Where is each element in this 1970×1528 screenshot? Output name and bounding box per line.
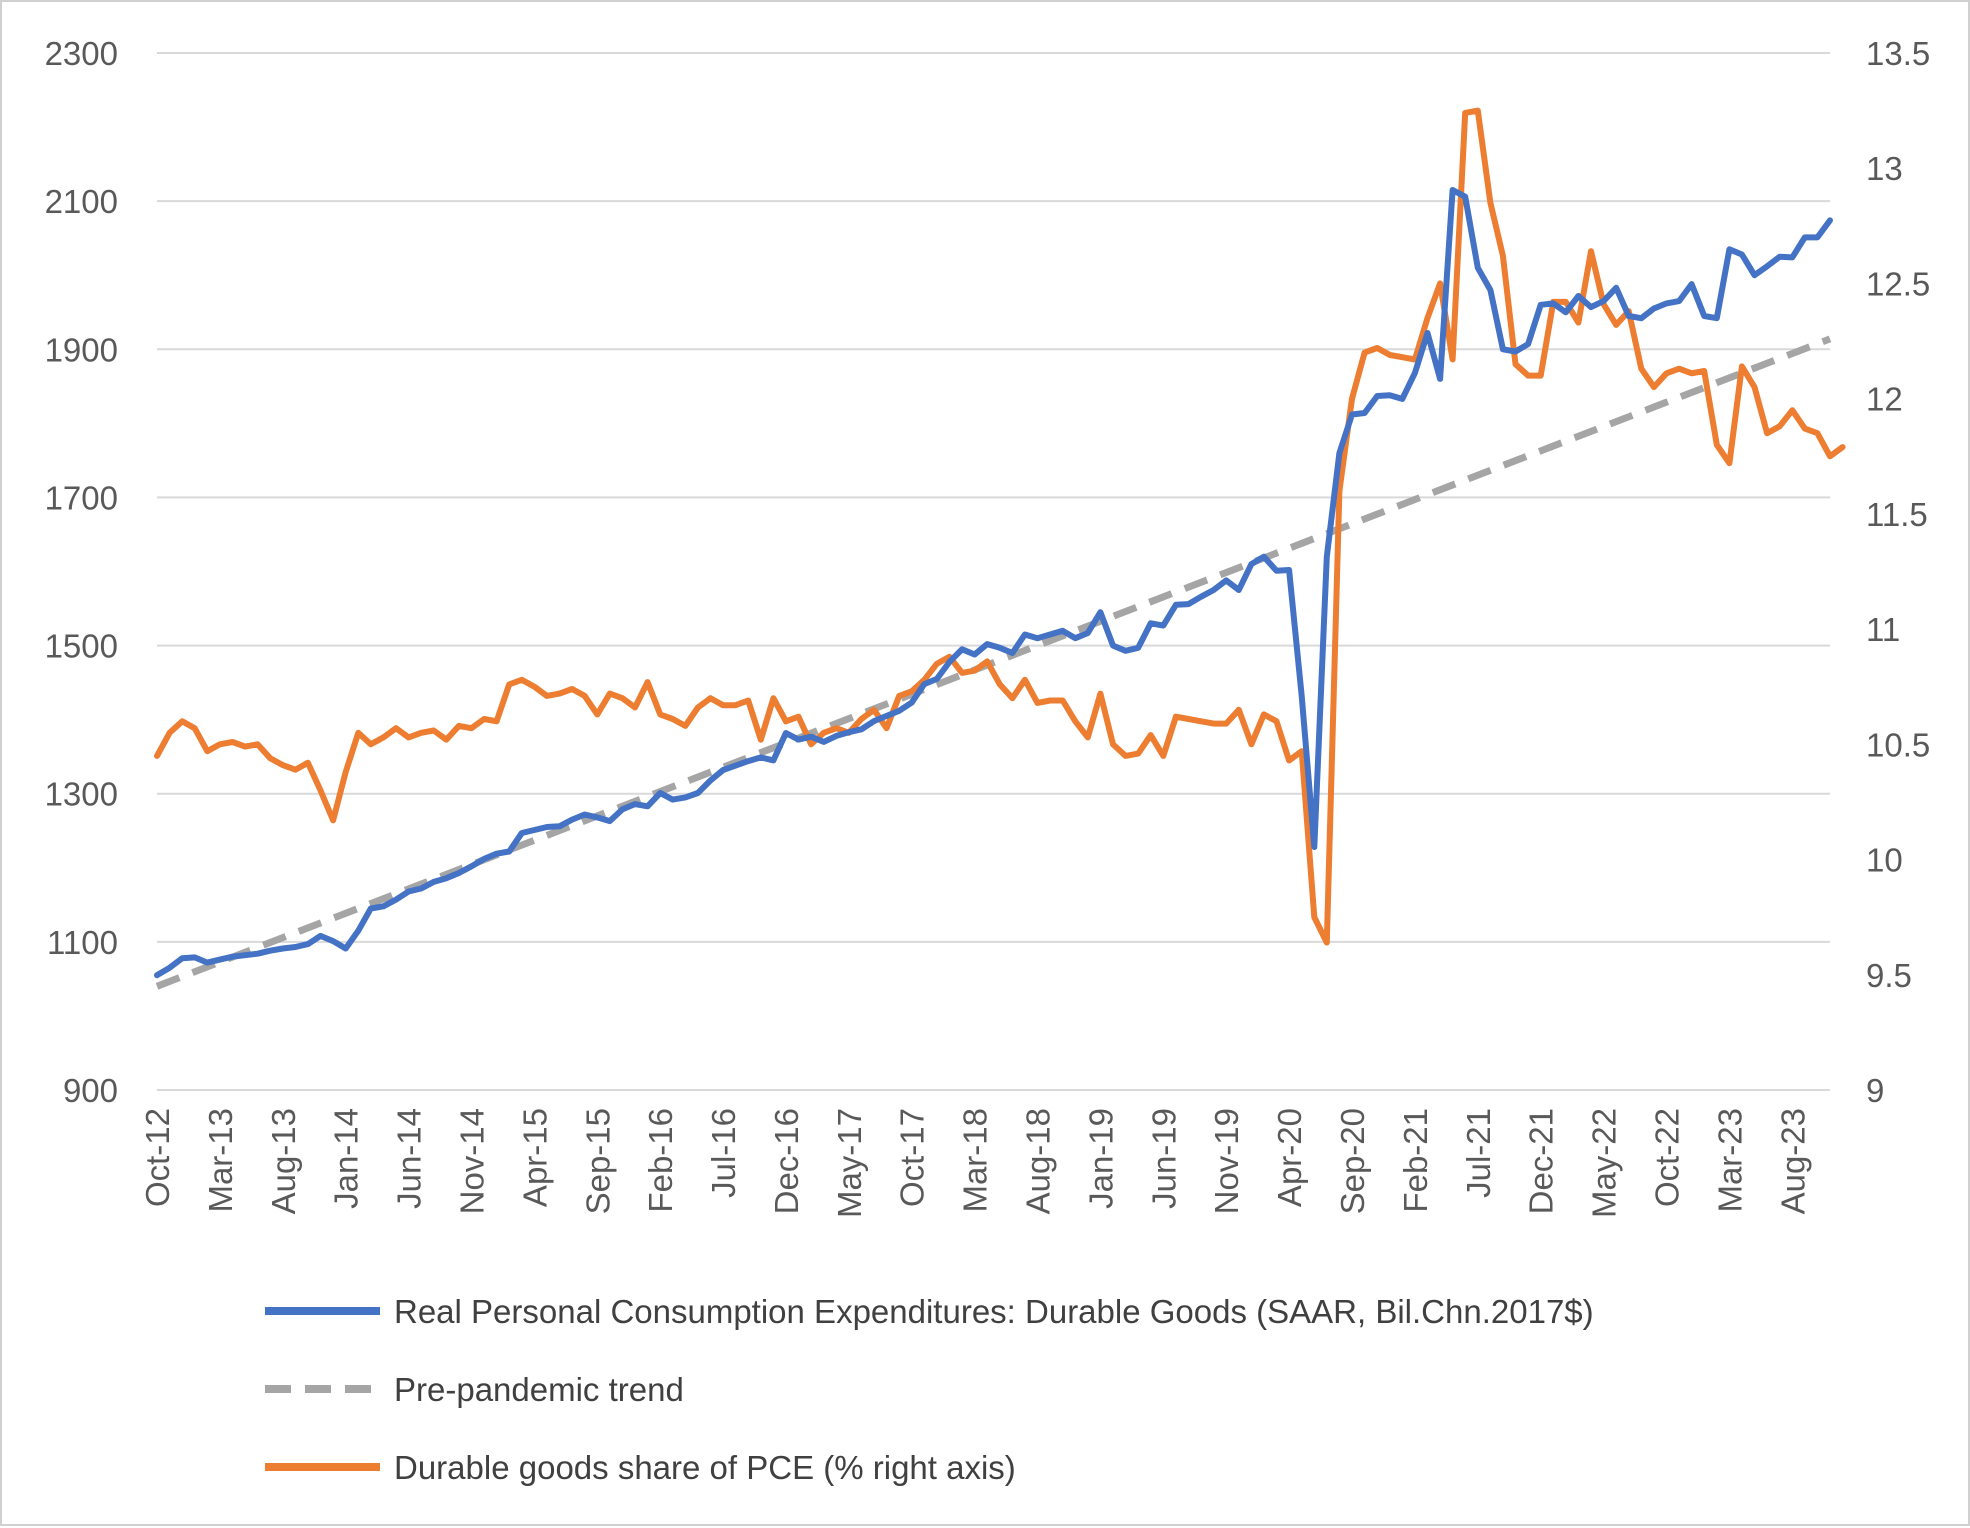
x-tick-label: Mar-18 xyxy=(957,1108,994,1213)
x-tick-label: Aug-18 xyxy=(1020,1108,1057,1214)
x-tick-label: Sep-20 xyxy=(1334,1108,1371,1214)
x-tick-label: Feb-16 xyxy=(642,1108,679,1213)
y2-tick-label: 9.5 xyxy=(1866,957,1912,994)
legend-item-durable-goods: Real Personal Consumption Expenditures: … xyxy=(265,1293,1594,1330)
x-tick-label: Jul-21 xyxy=(1460,1108,1497,1198)
x-tick-label: Jan-19 xyxy=(1082,1108,1119,1209)
x-tick-label: Aug-13 xyxy=(265,1108,302,1214)
x-tick-label: Feb-21 xyxy=(1397,1108,1434,1213)
y2-tick-label: 12 xyxy=(1866,381,1903,418)
x-tick-label: Apr-15 xyxy=(516,1108,553,1207)
series-line-durable-goods xyxy=(154,187,1833,979)
series-layer xyxy=(154,107,1846,990)
y-tick-label: 1100 xyxy=(47,924,118,961)
x-tick-label: Jun-19 xyxy=(1145,1108,1182,1209)
x-tick-label: Nov-14 xyxy=(453,1108,490,1214)
x-tick-label: Jun-14 xyxy=(391,1108,428,1209)
legend: Real Personal Consumption Expenditures: … xyxy=(265,1293,1594,1486)
y-axis-left: 900 1100 1300 1500 1700 1900 2100 2300 xyxy=(45,35,118,1109)
x-tick-label: Oct-17 xyxy=(894,1108,931,1207)
series-line-pre-pandemic-trend xyxy=(155,335,1832,990)
x-tick-label: Mar-23 xyxy=(1711,1108,1748,1213)
x-tick-label: Dec-21 xyxy=(1523,1108,1560,1214)
x-tick-label: Apr-20 xyxy=(1271,1108,1308,1207)
y-axis-right: 9 9.5 10 10.5 11 11.5 12 12.5 13 13.5 xyxy=(1866,35,1930,1109)
x-tick-label: Mar-13 xyxy=(202,1108,239,1213)
y-tick-label: 2300 xyxy=(45,35,118,72)
x-tick-label: Jan-14 xyxy=(328,1108,365,1209)
y2-tick-label: 11.5 xyxy=(1866,496,1928,533)
x-tick-label: May-22 xyxy=(1586,1108,1623,1218)
y2-tick-label: 10 xyxy=(1866,842,1903,879)
x-tick-label: May-17 xyxy=(831,1108,868,1218)
x-axis: Oct-12 Mar-13 Aug-13 Jan-14 Jun-14 Nov-14 Apr-… xyxy=(139,1108,1811,1218)
series-line-durable-share xyxy=(154,107,1846,946)
y2-tick-label: 13 xyxy=(1866,150,1903,187)
y2-tick-label: 11 xyxy=(1866,611,1900,648)
legend-label-durable-goods: Real Personal Consumption Expenditures: … xyxy=(394,1293,1594,1330)
y2-tick-label: 13.5 xyxy=(1866,35,1930,72)
legend-label-durable-share: Durable goods share of PCE (% right axis… xyxy=(394,1449,1016,1486)
x-tick-label: Oct-12 xyxy=(139,1108,176,1207)
y2-tick-label: 9 xyxy=(1866,1072,1884,1109)
y2-tick-label: 12.5 xyxy=(1866,265,1930,302)
x-tick-label: Sep-15 xyxy=(579,1108,616,1214)
y2-tick-label: 10.5 xyxy=(1866,726,1930,763)
y-tick-label: 2100 xyxy=(45,183,118,220)
grid xyxy=(157,52,1830,1091)
legend-label-pre-pandemic-trend: Pre-pandemic trend xyxy=(394,1371,684,1408)
x-tick-label: Dec-16 xyxy=(768,1108,805,1214)
y-tick-label: 1900 xyxy=(45,331,118,368)
y-tick-label: 1700 xyxy=(45,479,118,516)
x-tick-label: Nov-19 xyxy=(1208,1108,1245,1214)
y-tick-label: 900 xyxy=(63,1072,118,1109)
x-tick-label: Jul-16 xyxy=(705,1108,742,1198)
x-tick-label: Oct-22 xyxy=(1648,1108,1685,1207)
x-tick-label: Aug-23 xyxy=(1774,1108,1811,1214)
legend-item-durable-share: Durable goods share of PCE (% right axis… xyxy=(265,1449,1016,1486)
y-tick-label: 1500 xyxy=(45,628,118,665)
y-tick-label: 1300 xyxy=(45,776,118,813)
legend-item-pre-pandemic-trend: Pre-pandemic trend xyxy=(265,1371,684,1408)
